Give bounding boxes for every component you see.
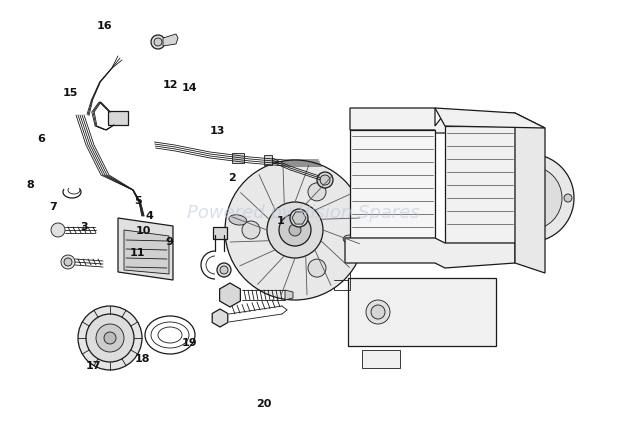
Bar xyxy=(348,278,496,346)
Circle shape xyxy=(366,160,418,212)
Text: Powered by Vision Spares: Powered by Vision Spares xyxy=(187,204,419,221)
Circle shape xyxy=(516,184,544,212)
Text: 18: 18 xyxy=(134,354,150,364)
Circle shape xyxy=(317,172,333,188)
Circle shape xyxy=(104,332,116,344)
Circle shape xyxy=(289,224,301,236)
Text: 14: 14 xyxy=(182,83,197,94)
Polygon shape xyxy=(350,130,435,238)
Polygon shape xyxy=(220,283,240,307)
Circle shape xyxy=(151,35,165,49)
Circle shape xyxy=(526,232,534,240)
Polygon shape xyxy=(515,113,545,273)
Circle shape xyxy=(564,194,572,202)
Circle shape xyxy=(386,180,398,192)
Circle shape xyxy=(411,159,418,167)
Bar xyxy=(362,350,400,368)
Polygon shape xyxy=(350,108,515,133)
Circle shape xyxy=(290,209,308,227)
Circle shape xyxy=(64,258,72,266)
Text: 20: 20 xyxy=(256,399,271,409)
Text: 13: 13 xyxy=(210,126,225,136)
Circle shape xyxy=(371,305,385,319)
Text: 4: 4 xyxy=(146,211,153,221)
Text: 2: 2 xyxy=(228,173,235,183)
Circle shape xyxy=(78,306,142,370)
Polygon shape xyxy=(292,212,306,224)
Text: 19: 19 xyxy=(182,338,197,348)
Text: 5: 5 xyxy=(134,196,141,206)
Bar xyxy=(108,111,128,125)
Text: 11: 11 xyxy=(130,248,145,258)
Circle shape xyxy=(365,204,374,212)
Circle shape xyxy=(354,148,430,224)
Polygon shape xyxy=(118,218,173,280)
Text: 16: 16 xyxy=(97,20,112,31)
Circle shape xyxy=(96,324,124,352)
Bar xyxy=(213,227,227,239)
Circle shape xyxy=(308,259,326,277)
Polygon shape xyxy=(285,290,293,300)
Circle shape xyxy=(225,160,365,300)
Text: 17: 17 xyxy=(86,361,101,371)
Circle shape xyxy=(320,175,330,185)
Polygon shape xyxy=(163,34,178,46)
Polygon shape xyxy=(435,108,545,128)
Circle shape xyxy=(223,288,237,302)
Text: 1: 1 xyxy=(277,216,285,226)
Circle shape xyxy=(267,202,323,258)
Ellipse shape xyxy=(343,235,361,245)
Text: 10: 10 xyxy=(136,226,151,236)
Polygon shape xyxy=(212,309,228,327)
Text: 3: 3 xyxy=(81,222,88,232)
Circle shape xyxy=(365,159,374,167)
Circle shape xyxy=(61,255,75,269)
Circle shape xyxy=(279,214,311,246)
Circle shape xyxy=(411,204,418,212)
Circle shape xyxy=(488,194,496,202)
Circle shape xyxy=(51,223,65,237)
Ellipse shape xyxy=(229,215,247,225)
Bar xyxy=(264,155,272,165)
Circle shape xyxy=(154,38,162,46)
Bar xyxy=(334,266,350,290)
Text: 7: 7 xyxy=(49,202,57,212)
Circle shape xyxy=(378,172,406,200)
Text: 15: 15 xyxy=(63,88,78,98)
Circle shape xyxy=(217,263,231,277)
Circle shape xyxy=(486,154,574,242)
Polygon shape xyxy=(445,126,515,243)
Text: 6: 6 xyxy=(38,134,45,145)
Text: 8: 8 xyxy=(27,180,34,190)
Circle shape xyxy=(498,166,562,230)
Text: 9: 9 xyxy=(165,237,173,247)
Circle shape xyxy=(220,266,228,274)
Circle shape xyxy=(242,221,260,239)
Circle shape xyxy=(526,156,534,164)
Circle shape xyxy=(366,300,390,324)
Circle shape xyxy=(308,183,326,201)
Bar xyxy=(232,153,244,163)
Polygon shape xyxy=(345,238,515,268)
Circle shape xyxy=(86,314,134,362)
Text: 12: 12 xyxy=(163,80,178,90)
Polygon shape xyxy=(124,230,169,274)
Circle shape xyxy=(520,134,540,154)
